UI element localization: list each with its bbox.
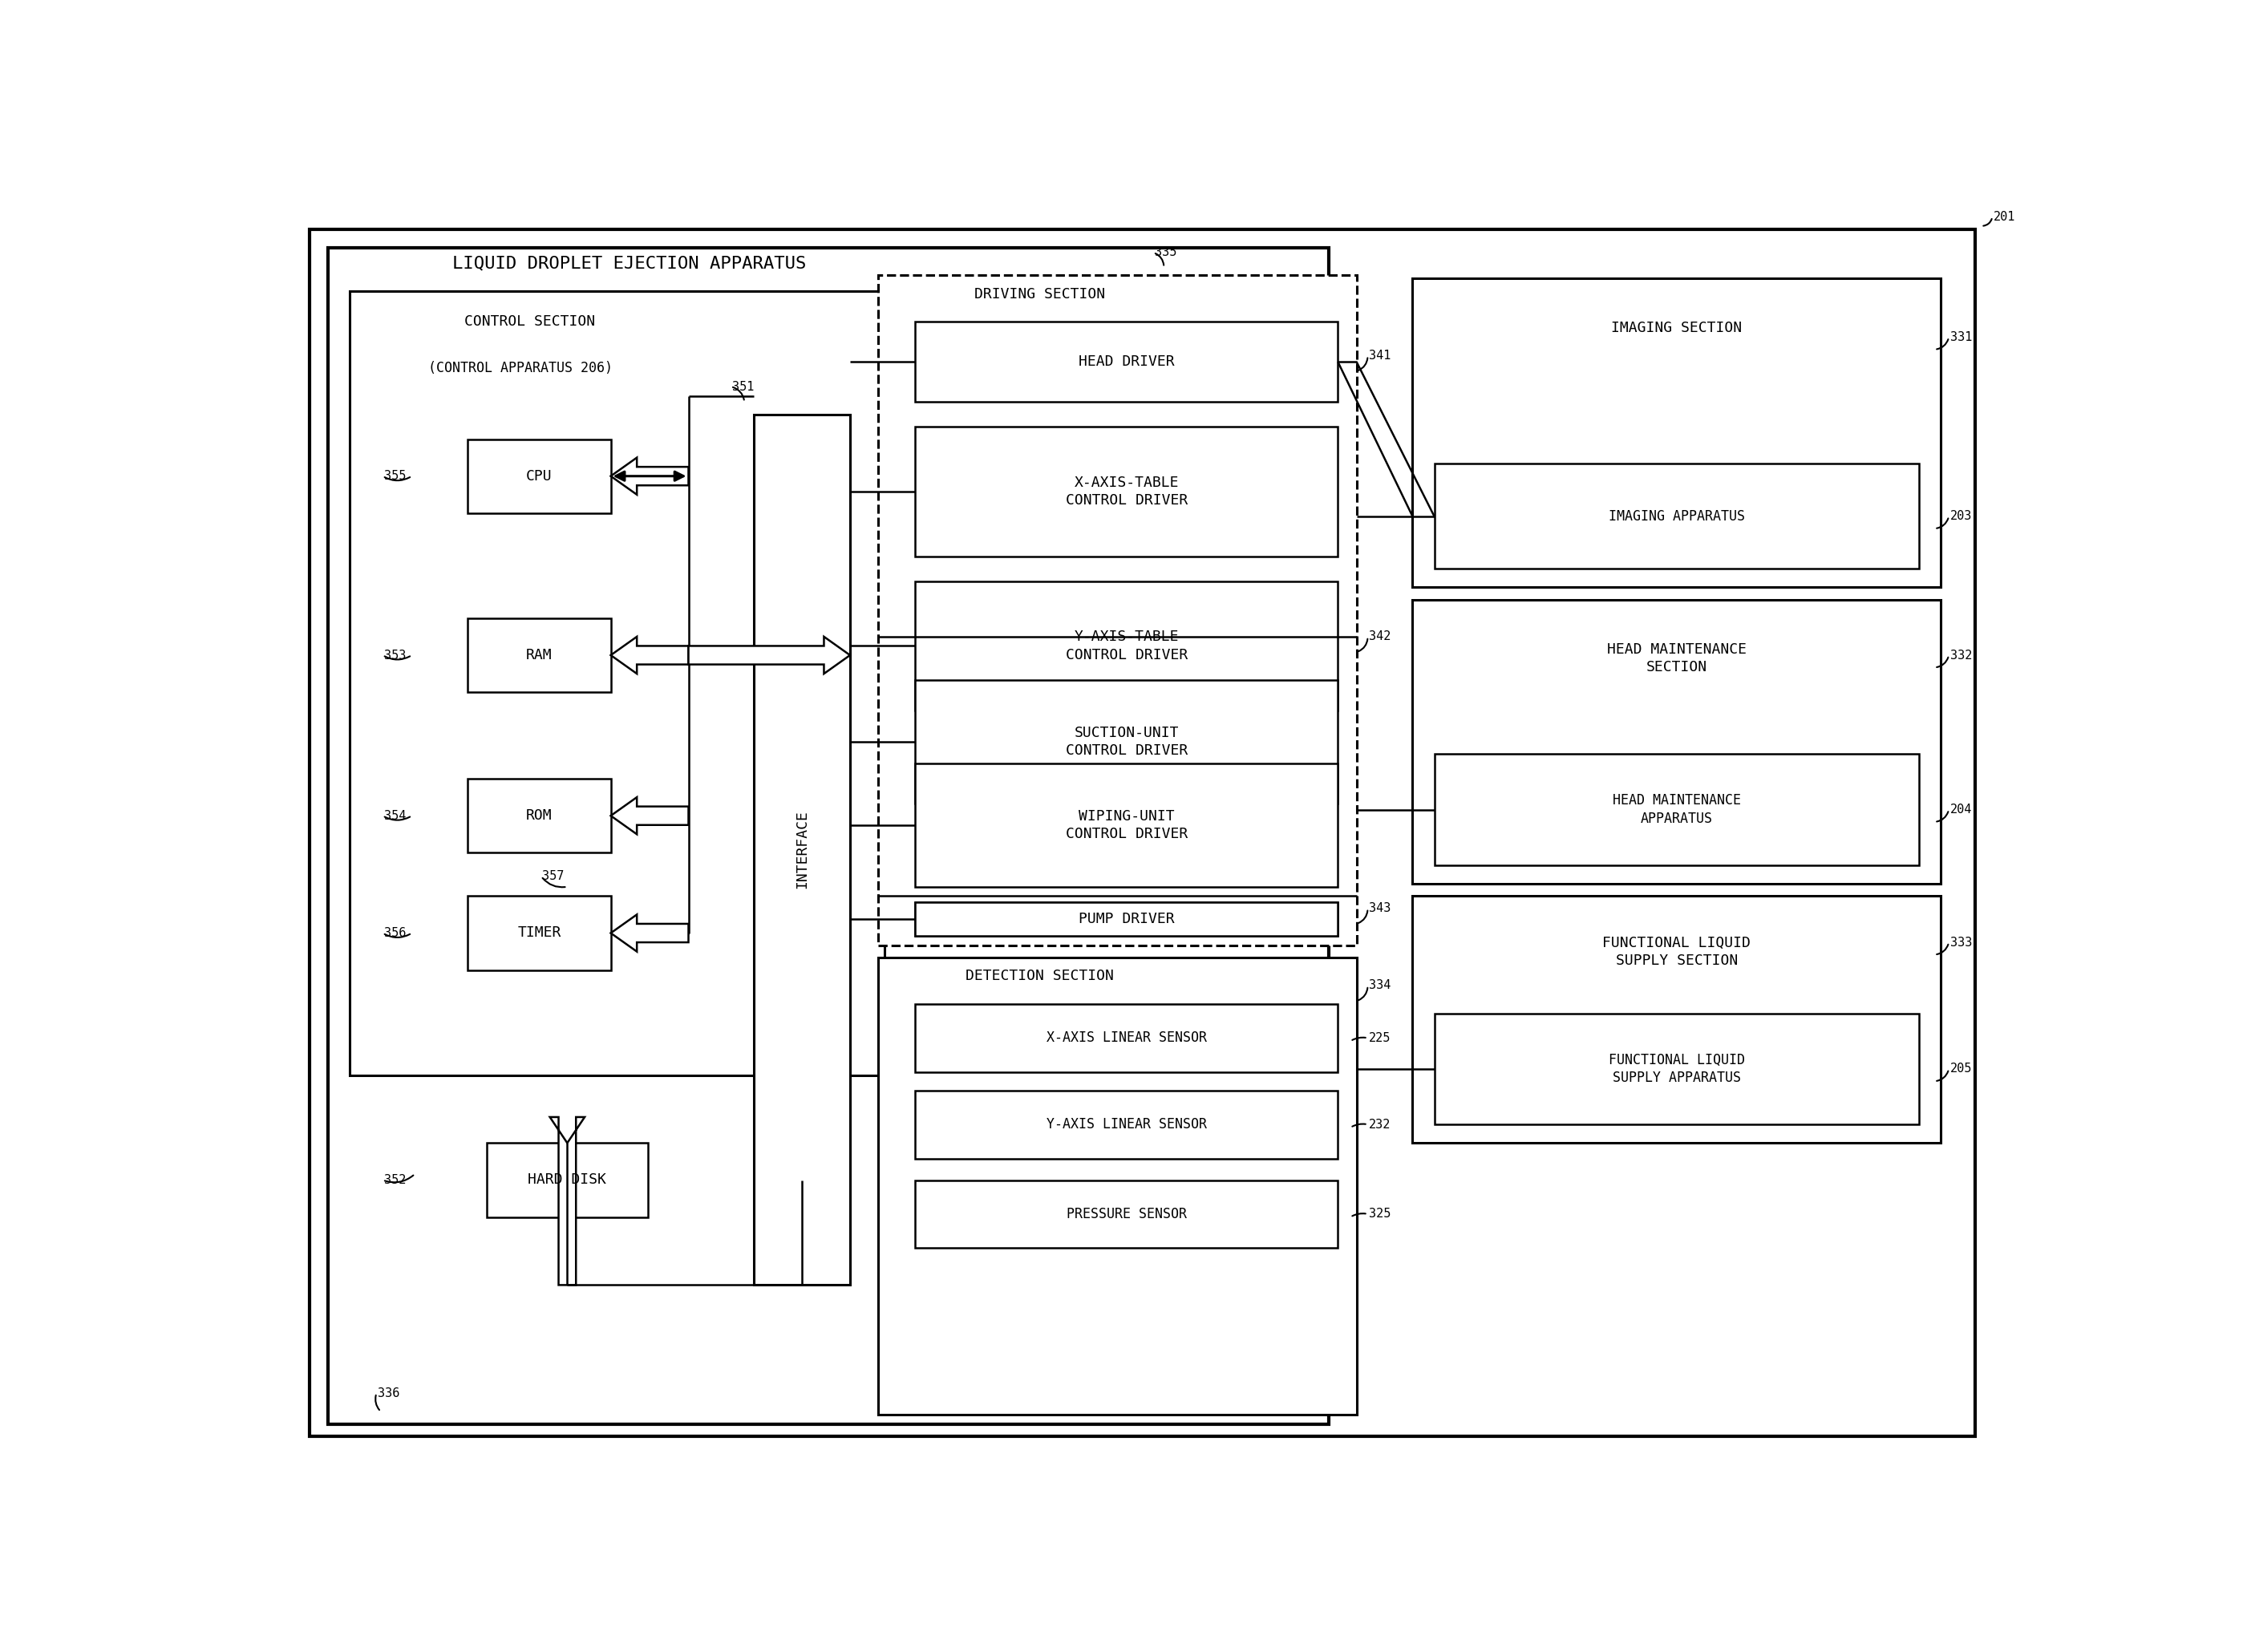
Text: 225: 225: [1369, 1032, 1391, 1044]
Bar: [878, 276, 1357, 945]
Text: (CONTROL APPARATUS 206): (CONTROL APPARATUS 206): [428, 360, 612, 375]
Bar: [878, 958, 1357, 1414]
Text: FUNCTIONAL LIQUID
SUPPLY APPARATUS: FUNCTIONAL LIQUID SUPPLY APPARATUS: [1609, 1052, 1745, 1085]
Text: 203: 203: [1949, 510, 1972, 522]
Text: 336: 336: [378, 1388, 401, 1399]
Bar: [916, 426, 1337, 557]
Text: 353: 353: [385, 649, 405, 661]
Bar: [916, 902, 1337, 937]
Polygon shape: [610, 458, 689, 494]
Text: WIPING-UNIT
CONTROL DRIVER: WIPING-UNIT CONTROL DRIVER: [1065, 809, 1189, 841]
Polygon shape: [549, 1117, 585, 1285]
Bar: [754, 415, 851, 1285]
Text: 325: 325: [1369, 1208, 1391, 1221]
Text: 204: 204: [1949, 803, 1972, 816]
Text: IMAGING APPARATUS: IMAGING APPARATUS: [1609, 509, 1745, 524]
Bar: [916, 1180, 1337, 1247]
Text: Y-AXIS LINEAR SENSOR: Y-AXIS LINEAR SENSOR: [1047, 1117, 1207, 1132]
Text: HEAD DRIVER: HEAD DRIVER: [1078, 355, 1175, 368]
Text: X-AXIS LINEAR SENSOR: X-AXIS LINEAR SENSOR: [1047, 1031, 1207, 1046]
Bar: [1411, 600, 1940, 884]
Text: PRESSURE SENSOR: PRESSURE SENSOR: [1067, 1208, 1186, 1221]
Bar: [1434, 753, 1920, 866]
Polygon shape: [689, 636, 851, 674]
Text: 331: 331: [1949, 330, 1972, 344]
Text: 351: 351: [732, 380, 754, 393]
Text: DETECTION SECTION: DETECTION SECTION: [966, 970, 1114, 983]
Text: HARD DISK: HARD DISK: [529, 1173, 606, 1188]
Text: 357: 357: [542, 871, 565, 882]
Text: CONTROL SECTION: CONTROL SECTION: [464, 314, 594, 329]
Text: 352: 352: [385, 1175, 405, 1186]
Bar: [916, 582, 1337, 710]
Bar: [916, 763, 1337, 887]
Polygon shape: [610, 636, 689, 674]
Text: X-AXIS-TABLE
CONTROL DRIVER: X-AXIS-TABLE CONTROL DRIVER: [1065, 476, 1189, 507]
Bar: [1411, 895, 1940, 1143]
Text: HEAD MAINTENANCE
APPARATUS: HEAD MAINTENANCE APPARATUS: [1612, 793, 1740, 826]
Text: 335: 335: [1155, 246, 1177, 259]
Bar: [349, 291, 885, 1075]
Text: DRIVING SECTION: DRIVING SECTION: [975, 287, 1105, 301]
Text: 355: 355: [385, 471, 405, 482]
Bar: [916, 1004, 1337, 1072]
Text: TIMER: TIMER: [518, 925, 560, 940]
Bar: [329, 248, 1328, 1424]
Bar: [468, 618, 610, 692]
Bar: [916, 902, 1337, 937]
Text: 341: 341: [1369, 350, 1391, 362]
Bar: [468, 778, 610, 852]
Text: 201: 201: [1994, 211, 2015, 223]
Text: 332: 332: [1949, 649, 1972, 661]
Text: 354: 354: [385, 809, 405, 821]
Polygon shape: [610, 798, 689, 834]
Bar: [916, 1090, 1337, 1158]
Bar: [468, 895, 610, 970]
Text: 343: 343: [1369, 902, 1391, 914]
Bar: [468, 439, 610, 514]
Text: Y-AXIS-TABLE
CONTROL DRIVER: Y-AXIS-TABLE CONTROL DRIVER: [1065, 629, 1189, 662]
Text: PUMP DRIVER: PUMP DRIVER: [1078, 912, 1175, 927]
Polygon shape: [610, 915, 689, 952]
Text: 333: 333: [1949, 937, 1972, 948]
Text: 232: 232: [1369, 1118, 1391, 1130]
Text: LIQUID DROPLET EJECTION APPARATUS: LIQUID DROPLET EJECTION APPARATUS: [452, 254, 806, 271]
Text: HEAD MAINTENANCE
SECTION: HEAD MAINTENANCE SECTION: [1607, 643, 1747, 674]
Text: INTERFACE: INTERFACE: [795, 811, 808, 889]
Bar: [1411, 279, 1940, 586]
Bar: [916, 322, 1337, 401]
Text: 342: 342: [1369, 631, 1391, 643]
Text: 356: 356: [385, 927, 405, 938]
Bar: [916, 681, 1337, 803]
Bar: [486, 1143, 648, 1218]
Text: CPU: CPU: [527, 469, 551, 484]
Text: IMAGING SECTION: IMAGING SECTION: [1612, 320, 1742, 335]
Text: RAM: RAM: [527, 648, 551, 662]
Bar: [1434, 464, 1920, 568]
Bar: [1434, 1013, 1920, 1125]
Text: 205: 205: [1949, 1062, 1972, 1075]
Text: SUCTION-UNIT
CONTROL DRIVER: SUCTION-UNIT CONTROL DRIVER: [1065, 725, 1189, 758]
Text: FUNCTIONAL LIQUID
SUPPLY SECTION: FUNCTIONAL LIQUID SUPPLY SECTION: [1603, 935, 1751, 968]
Text: 334: 334: [1369, 980, 1391, 991]
Text: ROM: ROM: [527, 808, 551, 823]
